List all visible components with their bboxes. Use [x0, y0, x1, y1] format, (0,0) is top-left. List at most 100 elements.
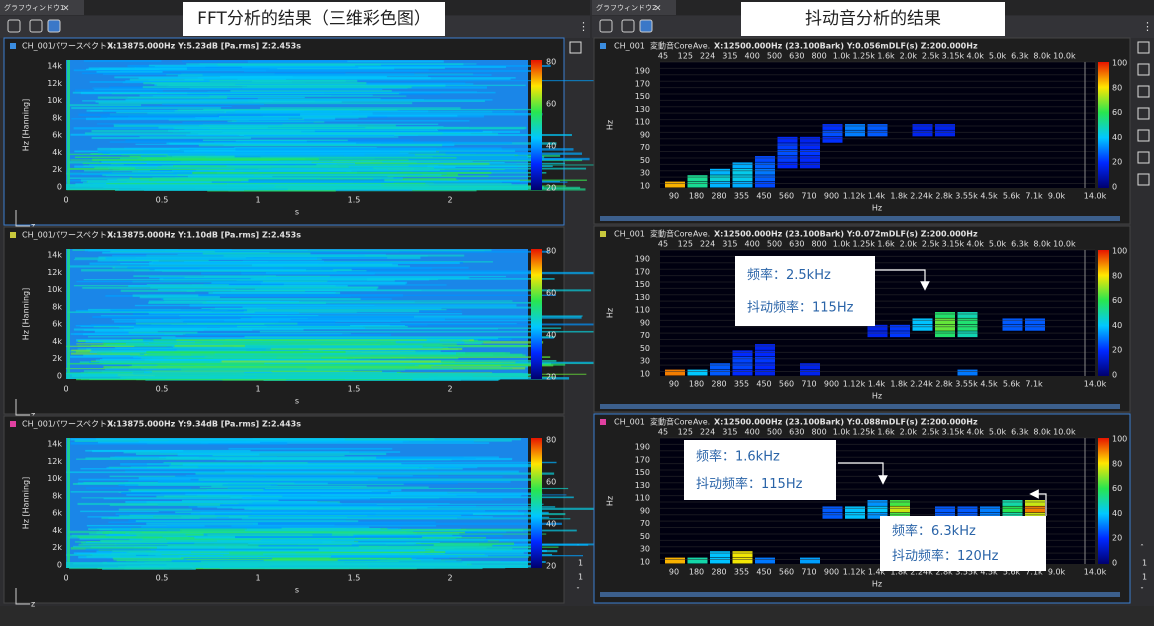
toolbar-icon[interactable] — [639, 19, 653, 33]
side-icon[interactable] — [1137, 41, 1150, 54]
y-tick-label: 150 — [635, 280, 650, 289]
spectrogram-texture — [264, 362, 359, 365]
toolbar-icon[interactable] — [47, 19, 61, 33]
spectrogram-texture — [180, 368, 406, 371]
spectrogram-texture — [74, 89, 163, 92]
spectrogram-texture — [68, 265, 410, 268]
heat-cell — [755, 350, 775, 357]
spectrogram-texture — [207, 189, 336, 192]
toolbar-icon[interactable] — [621, 19, 635, 33]
close-tab[interactable]: × — [62, 4, 70, 14]
spectrogram-texture — [204, 275, 507, 278]
scrollbar[interactable] — [600, 592, 1120, 597]
side-icon[interactable] — [1137, 129, 1150, 142]
spectrogram-texture — [133, 275, 277, 278]
side-icon[interactable] — [569, 41, 582, 54]
spectrogram-edge — [67, 249, 70, 379]
status-bar — [0, 606, 1154, 626]
spectrogram-texture — [83, 482, 295, 484]
heat-cell — [822, 506, 843, 513]
top-tick-label: 800 — [811, 428, 826, 437]
readout: X:12500.000Hz (23.100Bark) Y:0.072mDLF(s… — [714, 230, 978, 239]
spectrogram-texture — [199, 99, 493, 101]
spectrogram-texture — [228, 447, 393, 450]
x-tick-label: 7.1k — [1025, 568, 1043, 577]
heat-cell — [845, 512, 865, 519]
spectrogram-texture — [195, 472, 555, 475]
side-icon[interactable] — [1137, 151, 1150, 164]
toolbar-icon[interactable] — [29, 19, 43, 33]
x-label: s — [295, 586, 299, 595]
spectrogram-texture — [167, 544, 248, 548]
spectrogram-texture — [110, 456, 203, 458]
side-icon[interactable] — [1137, 107, 1150, 120]
heat-cell — [800, 136, 820, 143]
scrollbar[interactable] — [600, 404, 1120, 409]
spectrogram-texture — [120, 69, 266, 72]
heat-cell — [665, 181, 685, 188]
top-tick-label: 500 — [767, 428, 782, 437]
y-tick-label: 2k — [52, 165, 62, 174]
heat-cell — [935, 512, 955, 519]
spectrogram-texture — [155, 550, 431, 552]
side-icon[interactable] — [1137, 63, 1150, 76]
top-tick-label: 1.6k — [877, 428, 895, 437]
top-tick-label: 125 — [678, 240, 693, 249]
x-tick-label: 0.5 — [156, 385, 169, 394]
top-tick-label: 125 — [678, 428, 693, 437]
spectrogram-texture — [83, 169, 150, 172]
colorbar-label: 20 — [1112, 534, 1122, 543]
spectrogram-texture — [183, 150, 436, 153]
toolbar-icon[interactable] — [7, 19, 21, 33]
side-icon[interactable] — [1137, 173, 1150, 186]
side-icon[interactable] — [1137, 85, 1150, 98]
spectrogram-texture — [241, 180, 560, 183]
spectrogram-texture — [265, 347, 463, 351]
spectrogram-texture — [259, 330, 611, 333]
spectrogram-texture — [244, 529, 577, 532]
y-tick-label: 70 — [640, 331, 650, 340]
spectrogram-texture — [258, 544, 359, 548]
heat-cell — [912, 324, 933, 331]
spectrogram-texture — [235, 110, 429, 113]
spectrogram-texture — [118, 123, 283, 126]
spectrogram-texture — [125, 500, 318, 504]
spectrogram-texture — [78, 113, 301, 117]
spectrogram-texture — [214, 250, 550, 253]
colorbar-label: 100 — [1112, 247, 1127, 256]
x-tick-label: 0 — [63, 385, 68, 394]
spectrogram-texture — [70, 438, 345, 441]
spectrogram-texture — [260, 107, 461, 110]
spectrogram-texture — [110, 309, 248, 312]
heat-cell — [710, 181, 730, 188]
close-tab[interactable]: × — [654, 4, 662, 14]
annotation: FFT分析的结果（三维彩色图） — [197, 9, 431, 29]
spectrogram-texture — [157, 480, 511, 483]
y-tick-label: 30 — [640, 545, 650, 554]
spectrogram-texture — [101, 161, 312, 164]
toolbar-icon[interactable] — [599, 19, 613, 33]
spectrogram-texture — [224, 319, 539, 322]
scroll-up[interactable]: ˆ — [1140, 543, 1144, 553]
spectrogram-texture — [148, 276, 468, 279]
spectrogram-texture — [113, 124, 358, 128]
channel-color — [10, 43, 16, 49]
top-tick-label: 800 — [811, 240, 826, 249]
x-tick-label: 4.5k — [980, 192, 998, 201]
y-tick-label: 10k — [47, 285, 62, 294]
spectrogram-texture — [127, 266, 469, 269]
scroll-down[interactable]: ˇ — [1140, 586, 1144, 596]
x-label: Hz — [872, 204, 882, 213]
scrollbar[interactable] — [600, 216, 1120, 221]
spectrogram-texture — [83, 60, 162, 62]
spectrogram-texture — [121, 491, 391, 495]
spectrogram-texture — [253, 174, 408, 177]
spectrogram-texture — [161, 337, 499, 340]
scroll-down[interactable]: ˇ — [576, 586, 580, 596]
spectrogram-texture — [210, 309, 447, 311]
scroll-up[interactable]: ˆ — [576, 543, 580, 553]
top-tick-label: 2.0k — [900, 428, 918, 437]
y-tick-label: 10 — [640, 558, 650, 567]
y-tick-label: 150 — [635, 92, 650, 101]
